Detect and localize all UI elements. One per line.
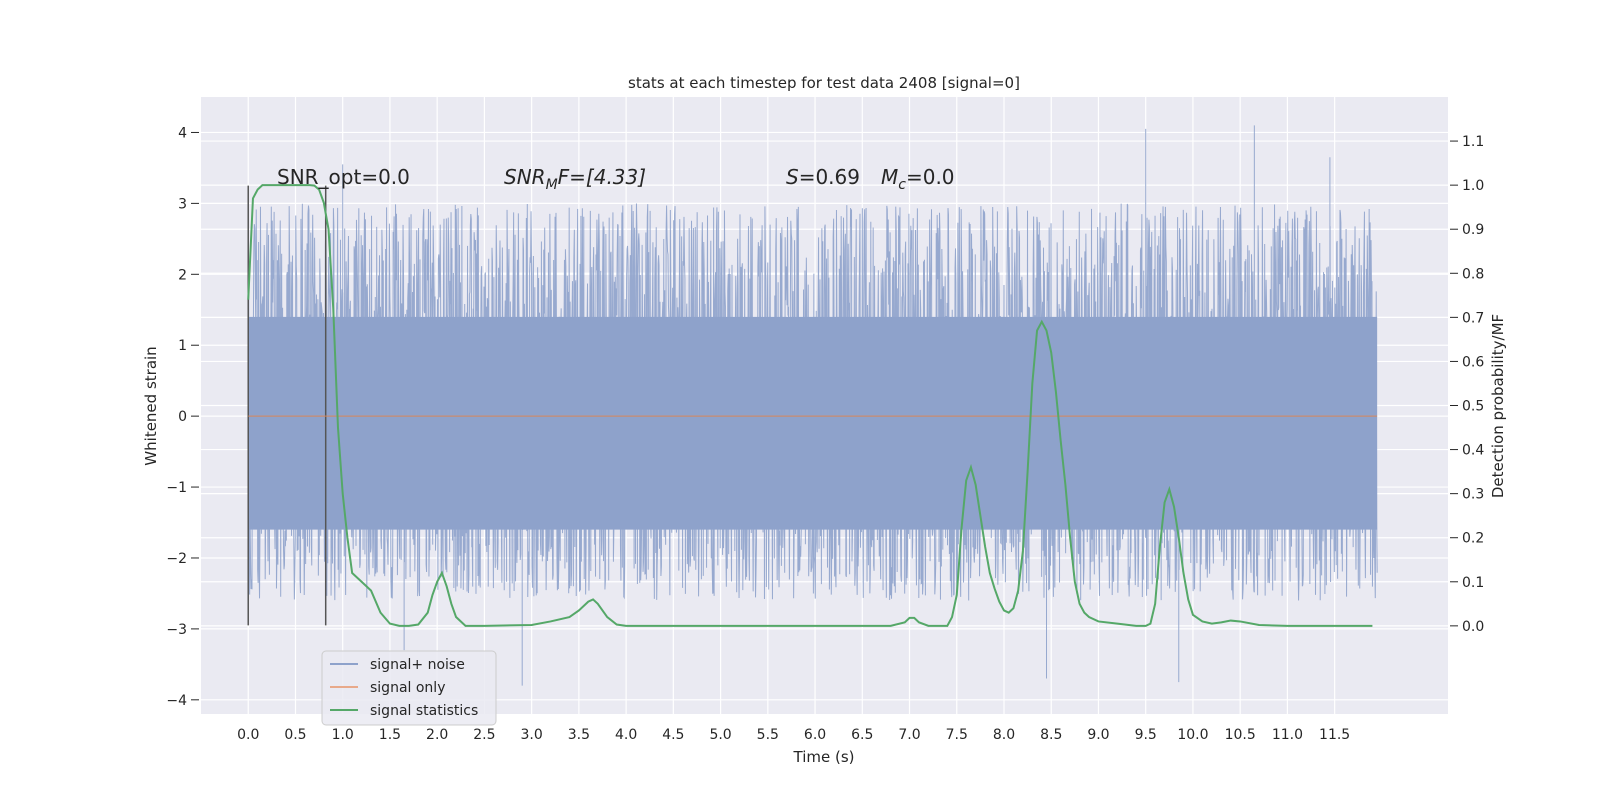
axis-ticks: 0.0 0.5 1.0 1.5 2.0 2.5 3.0 3.5 4.0 4.5 5.0 5.5 6.0 6…: [166, 125, 1484, 743]
x-tick-label: 0.0: [237, 727, 259, 743]
y-right-tick-label: 1.0: [1462, 178, 1484, 194]
x-tick-label: 4.5: [662, 727, 684, 743]
y-right-tick-label: 1.1: [1462, 134, 1484, 150]
mc-symbol: M: [881, 165, 898, 189]
x-tick-label: 6.0: [804, 727, 826, 743]
x-tick-label: 0.5: [284, 727, 306, 743]
y-right-tick-label: 0.3: [1462, 487, 1484, 503]
y-right-tick-label: 0.6: [1462, 354, 1484, 370]
snr-mf-symbol: SNR: [504, 165, 546, 189]
y-tick-label: −1: [166, 480, 187, 496]
x-tick-label: 7.0: [898, 727, 920, 743]
x-tick-label: 1.5: [379, 727, 401, 743]
y-tick-label: −4: [166, 693, 187, 709]
chart-title: stats at each timestep for test data 240…: [628, 74, 1020, 92]
x-tick-label: 9.5: [1135, 727, 1157, 743]
x-tick-label: 9.0: [1087, 727, 1109, 743]
y-tick-label: 3: [178, 196, 187, 212]
mc-value: =0.0: [906, 165, 955, 189]
y-right-tick-label: 0.4: [1462, 443, 1484, 459]
signal-noise-series: [247, 125, 1378, 686]
x-tick-label: 5.0: [709, 727, 731, 743]
x-tick-label: 8.5: [1040, 727, 1062, 743]
y-right-tick-label: 0.7: [1462, 310, 1484, 326]
x-tick-label: 2.0: [426, 727, 448, 743]
x-tick-label: 8.0: [993, 727, 1015, 743]
x-tick-label: 11.0: [1272, 727, 1303, 743]
x-tick-label: 3.5: [568, 727, 590, 743]
x-tick-label: 2.5: [473, 727, 495, 743]
y-right-axis-title: Detection probability/MF: [1489, 314, 1507, 498]
annotation-snr-opt: SNR_opt=0.0: [277, 165, 410, 189]
legend-label-signal-only: signal only: [370, 680, 445, 696]
y-tick-label: 2: [178, 267, 187, 283]
mc-subscript: c: [898, 177, 906, 193]
x-tick-label: 11.5: [1319, 727, 1350, 743]
y-axis-title: Whitened strain: [142, 346, 160, 465]
x-tick-label: 10.0: [1177, 727, 1208, 743]
y-tick-label: −3: [166, 622, 187, 638]
x-tick-label: 3.0: [521, 727, 543, 743]
y-tick-label: 0: [178, 409, 187, 425]
s-symbol: S: [786, 165, 799, 189]
annotation-s: S=0.69: [786, 165, 860, 189]
legend-label-signal-statistics: signal statistics: [370, 703, 478, 719]
y-right-tick-label: 0.1: [1462, 575, 1484, 591]
s-value: =0.69: [799, 165, 860, 189]
x-tick-label: 1.0: [332, 727, 354, 743]
x-tick-label: 4.0: [615, 727, 637, 743]
y-right-tick-label: 0.5: [1462, 399, 1484, 415]
y-right-tick-label: 0.9: [1462, 222, 1484, 238]
x-tick-label: 7.5: [946, 727, 968, 743]
x-axis-title: Time (s): [793, 748, 855, 766]
y-right-tick-label: 0.0: [1462, 619, 1484, 635]
signal-statistics-series: [247, 184, 1373, 627]
signal-statistics-line: [247, 184, 1373, 627]
x-tick-label: 10.5: [1225, 727, 1256, 743]
x-tick-label: 6.5: [851, 727, 873, 743]
vertical-markers: [247, 185, 327, 626]
legend-box: [321, 650, 497, 726]
annotation-snr-mf: SNRMF=[4.33]: [504, 165, 646, 193]
legend-label-signal-noise: signal+ noise: [370, 657, 465, 673]
y-tick-label: −2: [166, 551, 187, 567]
y-right-tick-label: 0.2: [1462, 531, 1484, 547]
snr-mf-subscript: M: [546, 177, 558, 193]
y-right-tick-label: 0.8: [1462, 266, 1484, 282]
legend: signal+ noise signal only signal statist…: [321, 650, 497, 726]
snr-mf-value: F=[4.33]: [558, 165, 646, 189]
x-tick-label: 5.5: [757, 727, 779, 743]
annotation-mc: Mc=0.0: [881, 165, 955, 193]
signal-noise-dense-band: [248, 316, 1378, 530]
y-tick-label: 4: [178, 125, 187, 141]
y-tick-label: 1: [178, 338, 187, 354]
